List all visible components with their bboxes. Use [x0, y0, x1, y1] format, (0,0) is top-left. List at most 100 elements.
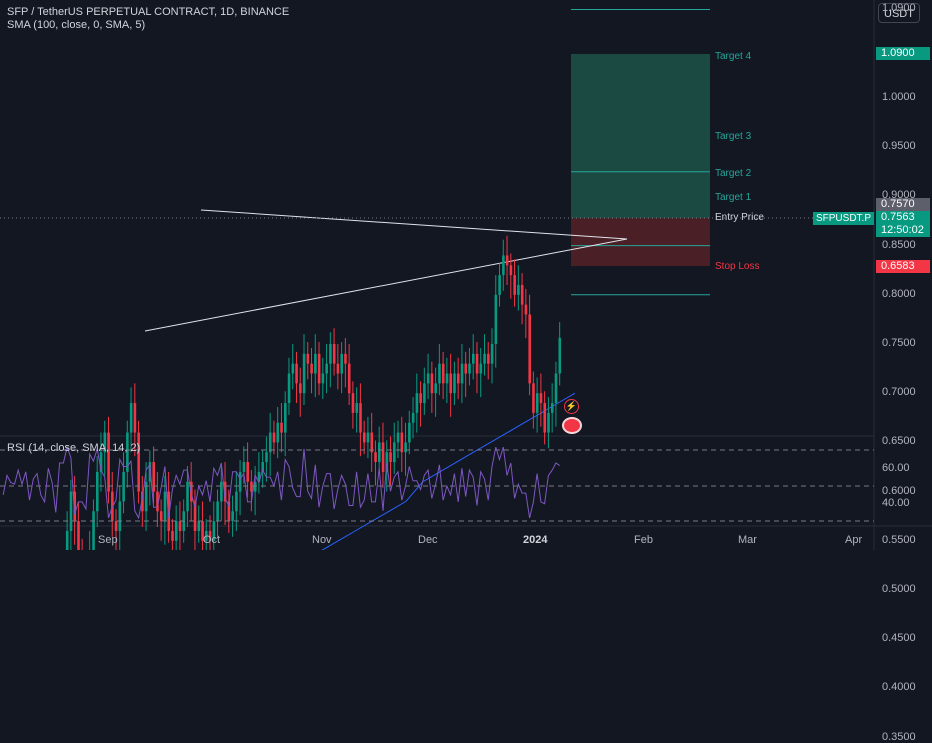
- stop-zone[interactable]: [571, 218, 710, 266]
- candle-body: [404, 442, 407, 453]
- candle-body: [163, 491, 167, 522]
- candle-body: [408, 422, 411, 443]
- lightning-icon[interactable]: ⚡: [564, 399, 579, 414]
- target4-price-tag: 1.0900: [876, 47, 930, 60]
- sma-legend: SMA (100, close, 0, SMA, 5): [7, 19, 146, 31]
- time-label-oct: Oct: [203, 534, 221, 546]
- earnings-icon[interactable]: [562, 417, 582, 434]
- candle-body: [329, 344, 332, 364]
- time-label-nov: Nov: [312, 534, 332, 546]
- time-label-sep: Sep: [98, 534, 118, 546]
- candle-body: [505, 255, 509, 266]
- candle-body: [460, 363, 464, 384]
- time-label-dec: Dec: [418, 534, 438, 546]
- price-tick: 0.5000: [882, 583, 916, 595]
- candle-body: [513, 275, 516, 295]
- candle-body: [441, 363, 445, 384]
- candle-body: [306, 353, 310, 364]
- candle-body: [347, 363, 351, 394]
- candle-body: [265, 452, 268, 463]
- candle-body: [385, 452, 389, 472]
- candle-body: [208, 530, 212, 541]
- candle-body: [370, 432, 374, 453]
- candle-body: [415, 393, 419, 413]
- candle-body: [430, 373, 434, 394]
- current-price-tag: 0.7563 12:50:02: [876, 211, 930, 237]
- candle-body: [268, 432, 272, 453]
- candle-body: [464, 363, 468, 374]
- candle-body: [517, 284, 520, 295]
- price-tick: 0.6000: [882, 484, 916, 497]
- candle-body: [550, 403, 554, 413]
- price-tick: 0.5500: [882, 533, 916, 546]
- candle-body: [438, 363, 441, 384]
- stop-price-tag: 0.6583: [876, 260, 930, 273]
- candle-body: [205, 530, 208, 541]
- current-price-value: 0.7563: [881, 211, 915, 223]
- candle-body: [152, 462, 155, 492]
- candle-body: [129, 403, 133, 433]
- candle-body: [137, 432, 140, 492]
- chart-canvas[interactable]: [0, 0, 932, 550]
- candle-body: [126, 432, 129, 472]
- entry-price-tag: 0.7570: [876, 198, 930, 211]
- currency-button[interactable]: USDT: [878, 3, 920, 23]
- target-zone[interactable]: [571, 54, 710, 218]
- price-tick: 0.3500: [882, 730, 916, 743]
- target-2-label: Target 2: [715, 168, 752, 179]
- price-tick: 0.4000: [882, 681, 916, 694]
- candle-body: [351, 393, 355, 413]
- rsi-tick-60: 60.00: [882, 462, 910, 474]
- time-label-2024: 2024: [523, 534, 548, 546]
- candle-body: [178, 521, 182, 531]
- candle-body: [378, 442, 381, 463]
- candles: [65, 235, 562, 550]
- candle-body: [389, 452, 392, 463]
- candle-body: [423, 383, 426, 404]
- candle-body: [92, 511, 95, 550]
- candle-body: [261, 462, 265, 472]
- candle-body: [284, 403, 287, 433]
- candle-body: [250, 481, 253, 492]
- candle-body: [253, 481, 257, 492]
- candle-body: [197, 521, 201, 531]
- candle-body: [272, 432, 276, 443]
- candle-body: [487, 353, 490, 364]
- candle-body: [212, 521, 216, 541]
- candle-body: [73, 491, 77, 522]
- candle-body: [539, 393, 543, 404]
- candle-body: [472, 353, 475, 364]
- candle-body: [344, 353, 347, 364]
- candle-body: [321, 373, 325, 384]
- rsi-line: [2, 445, 560, 520]
- candle-body: [393, 442, 396, 463]
- price-tick: 0.9500: [882, 140, 916, 153]
- candle-body: [317, 353, 321, 384]
- candle-body: [103, 432, 107, 453]
- target-3-label: Target 3: [715, 131, 752, 142]
- candle-body: [468, 363, 471, 374]
- candle-body: [359, 403, 362, 433]
- candle-body: [69, 491, 73, 531]
- candle-body: [456, 373, 460, 384]
- candle-body: [310, 363, 313, 374]
- candle-body: [332, 344, 336, 364]
- upper-trendline[interactable]: [200, 209, 628, 240]
- candle-body: [107, 432, 110, 492]
- price-tick: 0.7000: [882, 386, 916, 399]
- candle-body: [374, 452, 377, 463]
- target-4-label: Target 4: [715, 51, 752, 62]
- candle-body: [396, 432, 400, 443]
- candle-body: [186, 481, 189, 512]
- candle-body: [227, 501, 231, 522]
- candle-body: [362, 432, 366, 443]
- candle-body: [118, 501, 122, 531]
- lower-trendline[interactable]: [144, 238, 628, 332]
- chart-title: SFP / TetherUS PERPETUAL CONTRACT, 1D, B…: [7, 6, 290, 18]
- price-tick: 0.8500: [882, 238, 916, 251]
- candle-body: [171, 530, 174, 541]
- candle-body: [242, 462, 246, 472]
- candle-body: [299, 383, 302, 394]
- candle-body: [325, 363, 328, 374]
- candle-body: [144, 481, 148, 512]
